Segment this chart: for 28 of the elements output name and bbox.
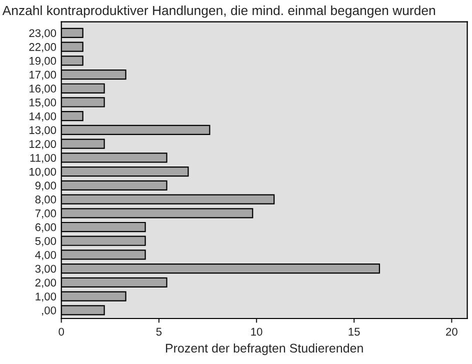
x-axis-title: Prozent der befragten Studierenden [166, 343, 363, 356]
y-tick-label: 13,00 [30, 126, 56, 136]
x-tick-label: 0 [58, 328, 64, 336]
x-tick-label: 10 [251, 328, 262, 336]
y-tick-label: 12,00 [30, 140, 56, 150]
x-tick-label: 20 [446, 328, 458, 336]
y-tick-label: 16,00 [30, 84, 56, 94]
y-tick-label: 15,00 [30, 98, 56, 108]
y-tick-label: 6,00 [35, 223, 56, 232]
y-tick-label: 1,00 [36, 292, 56, 302]
y-tick-label: ,00 [42, 306, 56, 316]
y-tick-label: 9,00 [35, 182, 56, 191]
chart-title: Anzahl kontraproduktiver Handlungen, die mind. einmal begangen wurden [2, 5, 435, 18]
y-tick-label: 11,00 [30, 154, 56, 164]
y-tick-label: 22,00 [29, 43, 56, 52]
y-tick-label: 2,00 [35, 278, 56, 288]
y-tick-label: 17,00 [30, 70, 56, 80]
y-tick-label: 5,00 [35, 237, 56, 246]
y-tick-label: 23,00 [29, 29, 56, 38]
x-tick-label: 5 [156, 328, 162, 336]
x-tick-label: 15 [348, 328, 360, 336]
y-tick-label: 10,00 [30, 168, 56, 178]
y-tick-label: 8,00 [35, 196, 56, 205]
y-tick-label: 19,00 [30, 56, 56, 66]
y-tick-label: 7,00 [35, 209, 56, 219]
y-tick-label: 3,00 [35, 264, 56, 274]
y-tick-label: 14,00 [30, 112, 56, 122]
y-tick-label: 4,00 [35, 251, 56, 260]
